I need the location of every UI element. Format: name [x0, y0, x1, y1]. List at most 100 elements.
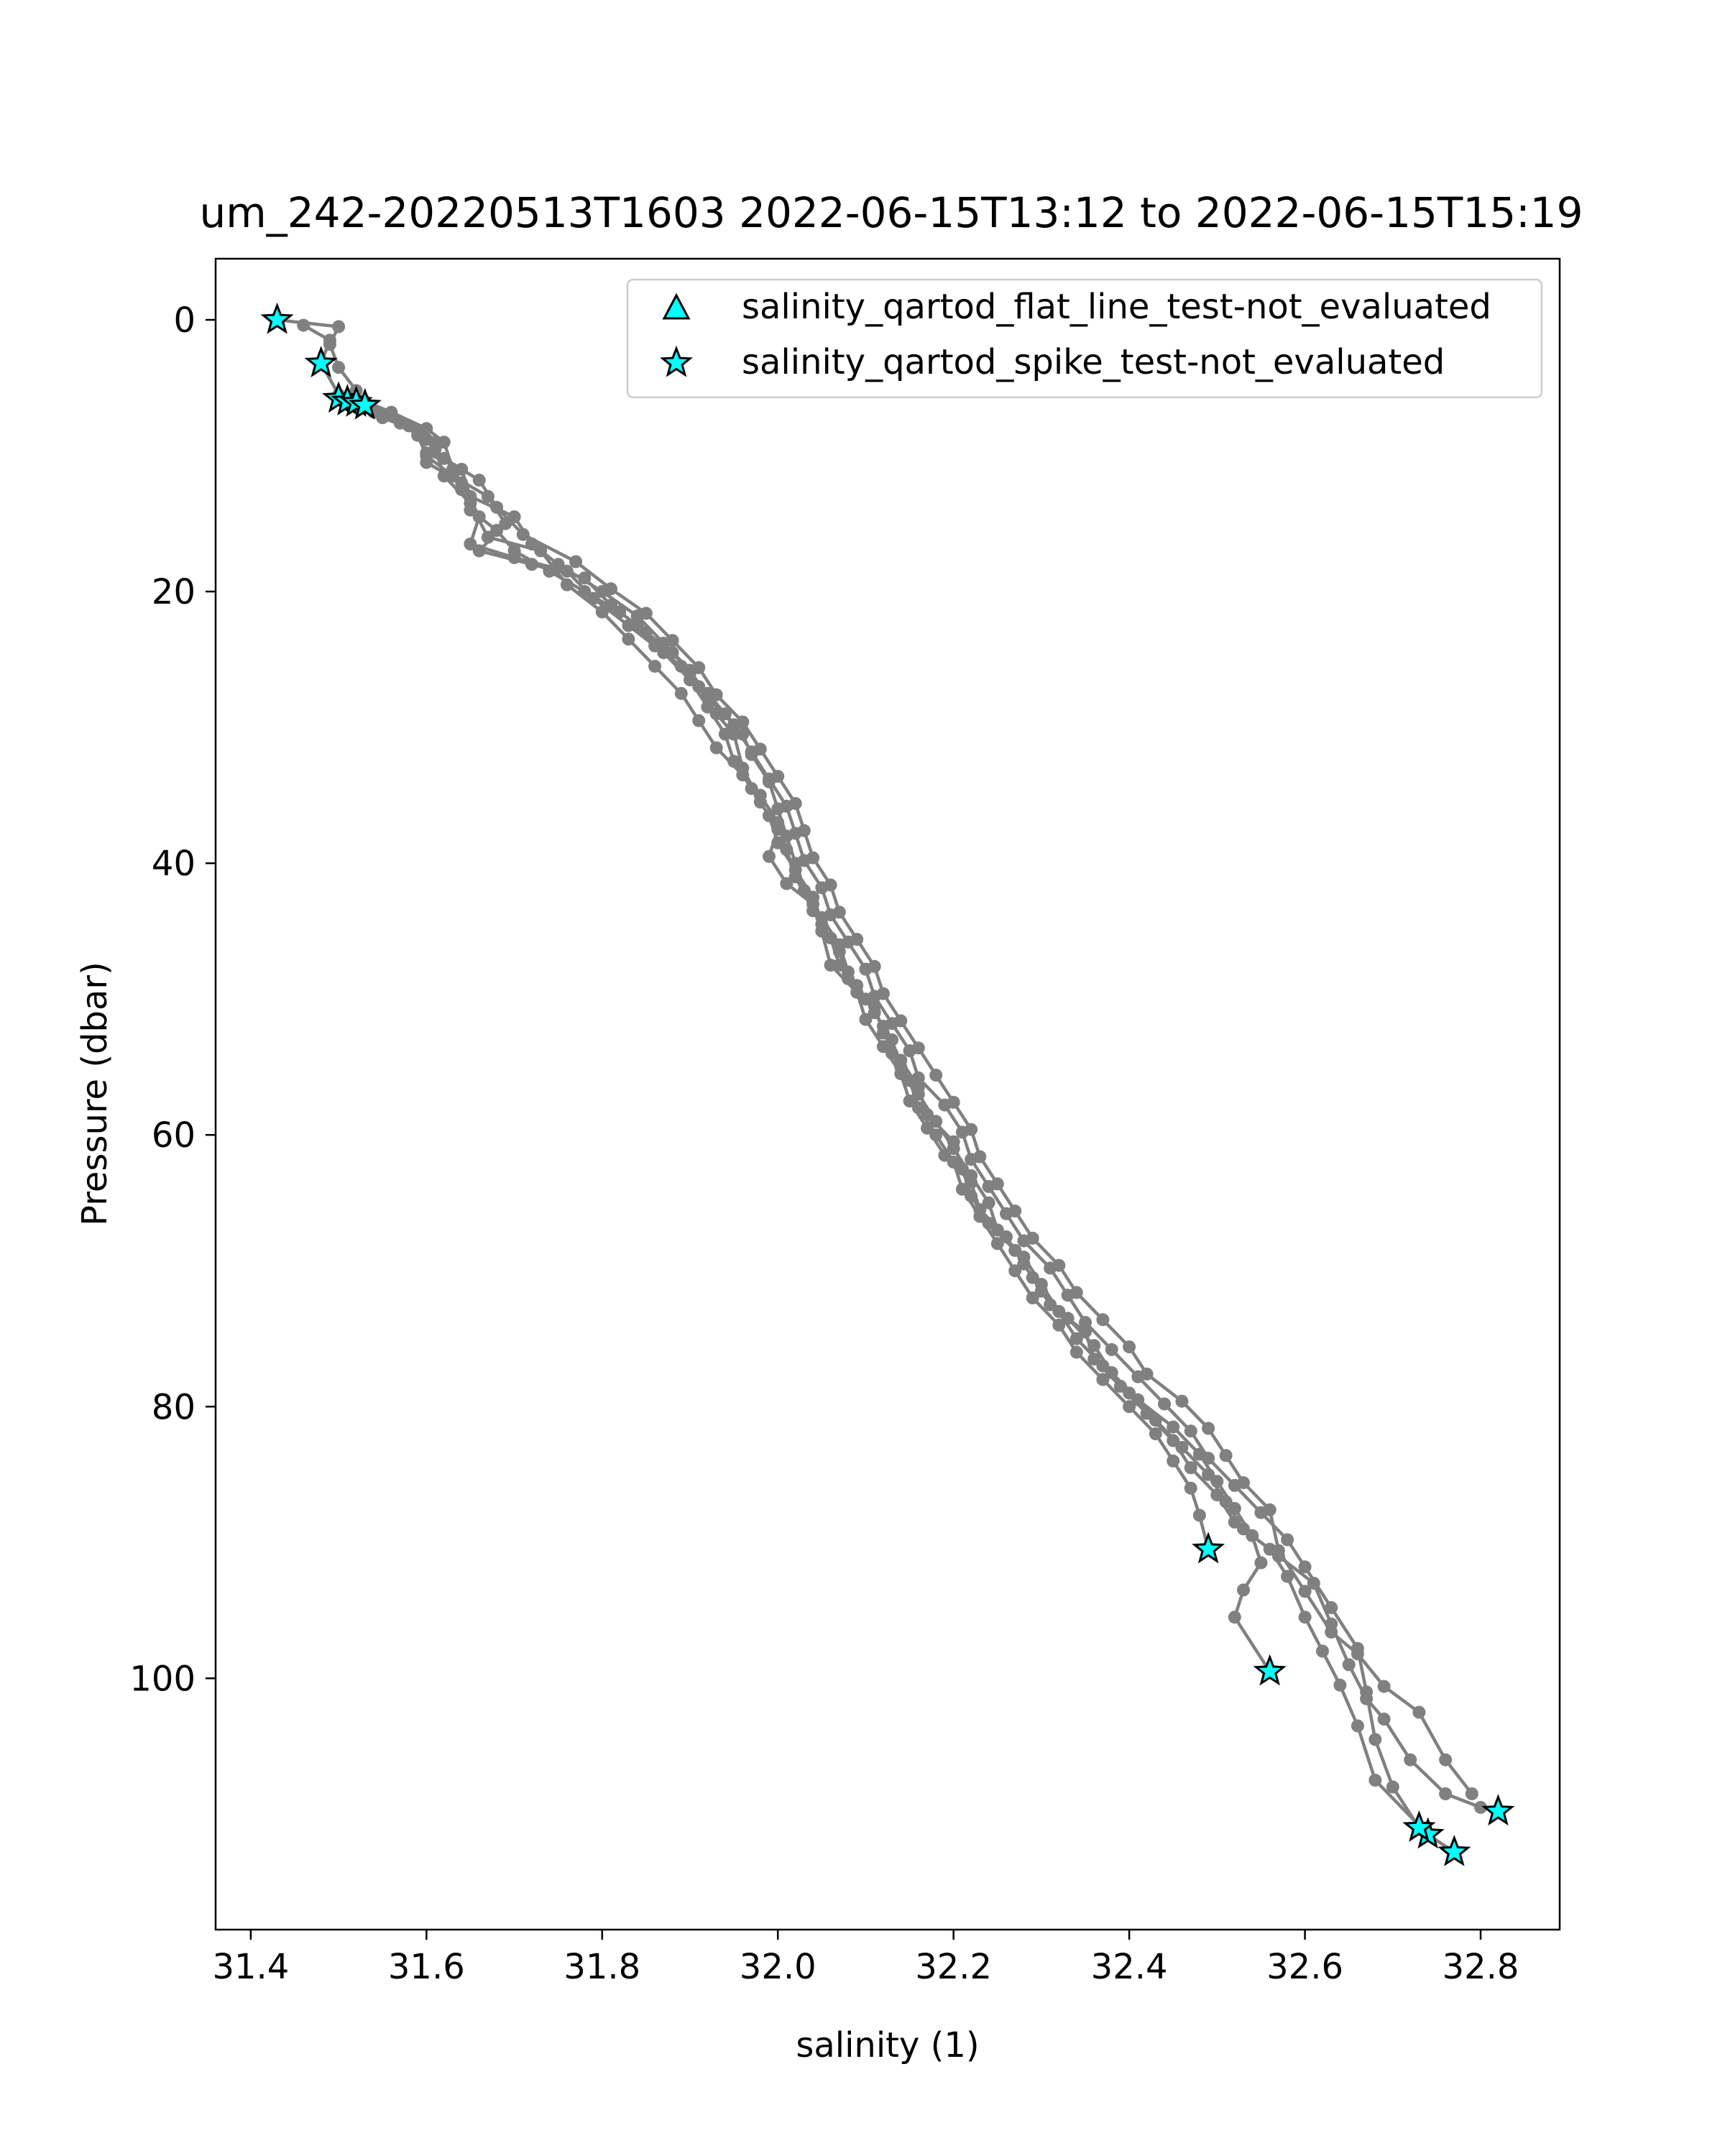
data-point: [622, 619, 635, 632]
spike-test-flag-marker: [1481, 1794, 1515, 1826]
spike-test-flag-marker: [304, 346, 338, 378]
data-point: [666, 634, 679, 648]
data-point: [604, 582, 617, 596]
data-point: [490, 500, 504, 514]
data-point: [806, 890, 820, 904]
data-point: [1184, 1424, 1197, 1438]
data-point: [481, 489, 494, 503]
data-point: [1281, 1570, 1294, 1583]
data-point: [990, 1223, 1004, 1237]
data-point: [788, 870, 802, 884]
data-point: [763, 849, 776, 863]
data-point: [455, 476, 469, 489]
data-point: [955, 1162, 969, 1176]
data-point: [1000, 1230, 1013, 1243]
data-point: [560, 564, 574, 578]
legend: salinity_qartod_flat_line_test-not_evalu…: [626, 278, 1543, 399]
data-point: [736, 768, 750, 782]
data-point: [525, 538, 538, 550]
data-point: [1202, 1468, 1215, 1481]
data-point: [1175, 1394, 1189, 1408]
data-point: [973, 1203, 987, 1217]
data-point: [1325, 1626, 1338, 1639]
data-point: [736, 715, 750, 729]
data-point: [815, 918, 829, 931]
data-point: [551, 558, 565, 571]
legend-box: [626, 278, 1543, 399]
data-point: [1096, 1359, 1110, 1373]
data-point: [666, 646, 679, 660]
data-point: [1096, 1313, 1110, 1327]
data-point: [921, 1121, 934, 1135]
data-point: [1377, 1713, 1391, 1726]
data-point: [613, 605, 627, 619]
data-point: [1439, 1753, 1453, 1766]
data-point: [1271, 1544, 1285, 1557]
data-point: [534, 544, 548, 558]
profile-lines: [277, 318, 1499, 1854]
data-point: [332, 320, 346, 333]
data-point: [1026, 1231, 1039, 1245]
data-point: [455, 463, 469, 476]
data-point: [420, 446, 433, 460]
data-point: [1404, 1753, 1417, 1766]
data-point: [1017, 1250, 1031, 1264]
data-point: [1298, 1611, 1312, 1624]
data-point: [1184, 1481, 1197, 1495]
chart-title: um_242-20220513T1603 2022-06-15T13:12 to…: [200, 188, 1583, 237]
data-point: [1149, 1414, 1162, 1427]
data-point: [1131, 1393, 1145, 1406]
data-point: [464, 538, 477, 550]
data-point: [727, 755, 741, 768]
data-point: [1123, 1386, 1136, 1400]
data-point: [437, 469, 451, 483]
data-point: [780, 843, 794, 857]
data-point: [1087, 1353, 1101, 1366]
x-tick-label: 32.8: [1443, 1947, 1519, 1987]
data-point: [921, 1107, 934, 1121]
data-point: [929, 1115, 943, 1128]
x-tick-label: 32.4: [1091, 1947, 1168, 1987]
data-point: [630, 619, 644, 632]
data-point: [1298, 1585, 1312, 1598]
data-point: [709, 741, 723, 755]
data-point: [1386, 1780, 1399, 1794]
data-point: [709, 707, 723, 721]
data-point: [1237, 1522, 1250, 1536]
data-point: [1254, 1556, 1268, 1570]
data-point: [481, 530, 494, 544]
data-point: [420, 433, 433, 446]
data-point: [1140, 1367, 1154, 1381]
data-point: [1052, 1304, 1066, 1318]
legend-star-icon: [659, 345, 694, 377]
data-point: [1140, 1406, 1154, 1420]
data-point: [692, 680, 706, 694]
data-point: [297, 318, 310, 332]
spike-test-flag-marker: [1402, 1810, 1436, 1842]
data-point: [1096, 1373, 1110, 1386]
data-point: [1026, 1271, 1039, 1284]
data-point: [1052, 1318, 1066, 1332]
data-point: [797, 824, 811, 837]
data-point: [832, 958, 846, 972]
data-point: [1087, 1339, 1101, 1353]
data-point: [569, 555, 583, 568]
data-point: [639, 607, 653, 620]
data-point: [578, 571, 592, 585]
data-point: [543, 564, 556, 578]
data-point: [1465, 1787, 1478, 1800]
y-tick-label: 20: [152, 572, 196, 612]
data-point: [1281, 1533, 1294, 1547]
data-point: [1149, 1427, 1162, 1441]
data-point: [1061, 1312, 1075, 1325]
data-point: [824, 878, 837, 892]
data-point: [1167, 1420, 1180, 1434]
data-point: [1228, 1515, 1241, 1529]
data-point: [1158, 1397, 1171, 1411]
spike-test-flag-marker: [1438, 1835, 1471, 1866]
spike-test-flag-marker: [260, 302, 294, 334]
data-point: [692, 661, 706, 674]
data-point: [578, 585, 592, 599]
x-axis-label: salinity (1): [796, 2025, 979, 2065]
